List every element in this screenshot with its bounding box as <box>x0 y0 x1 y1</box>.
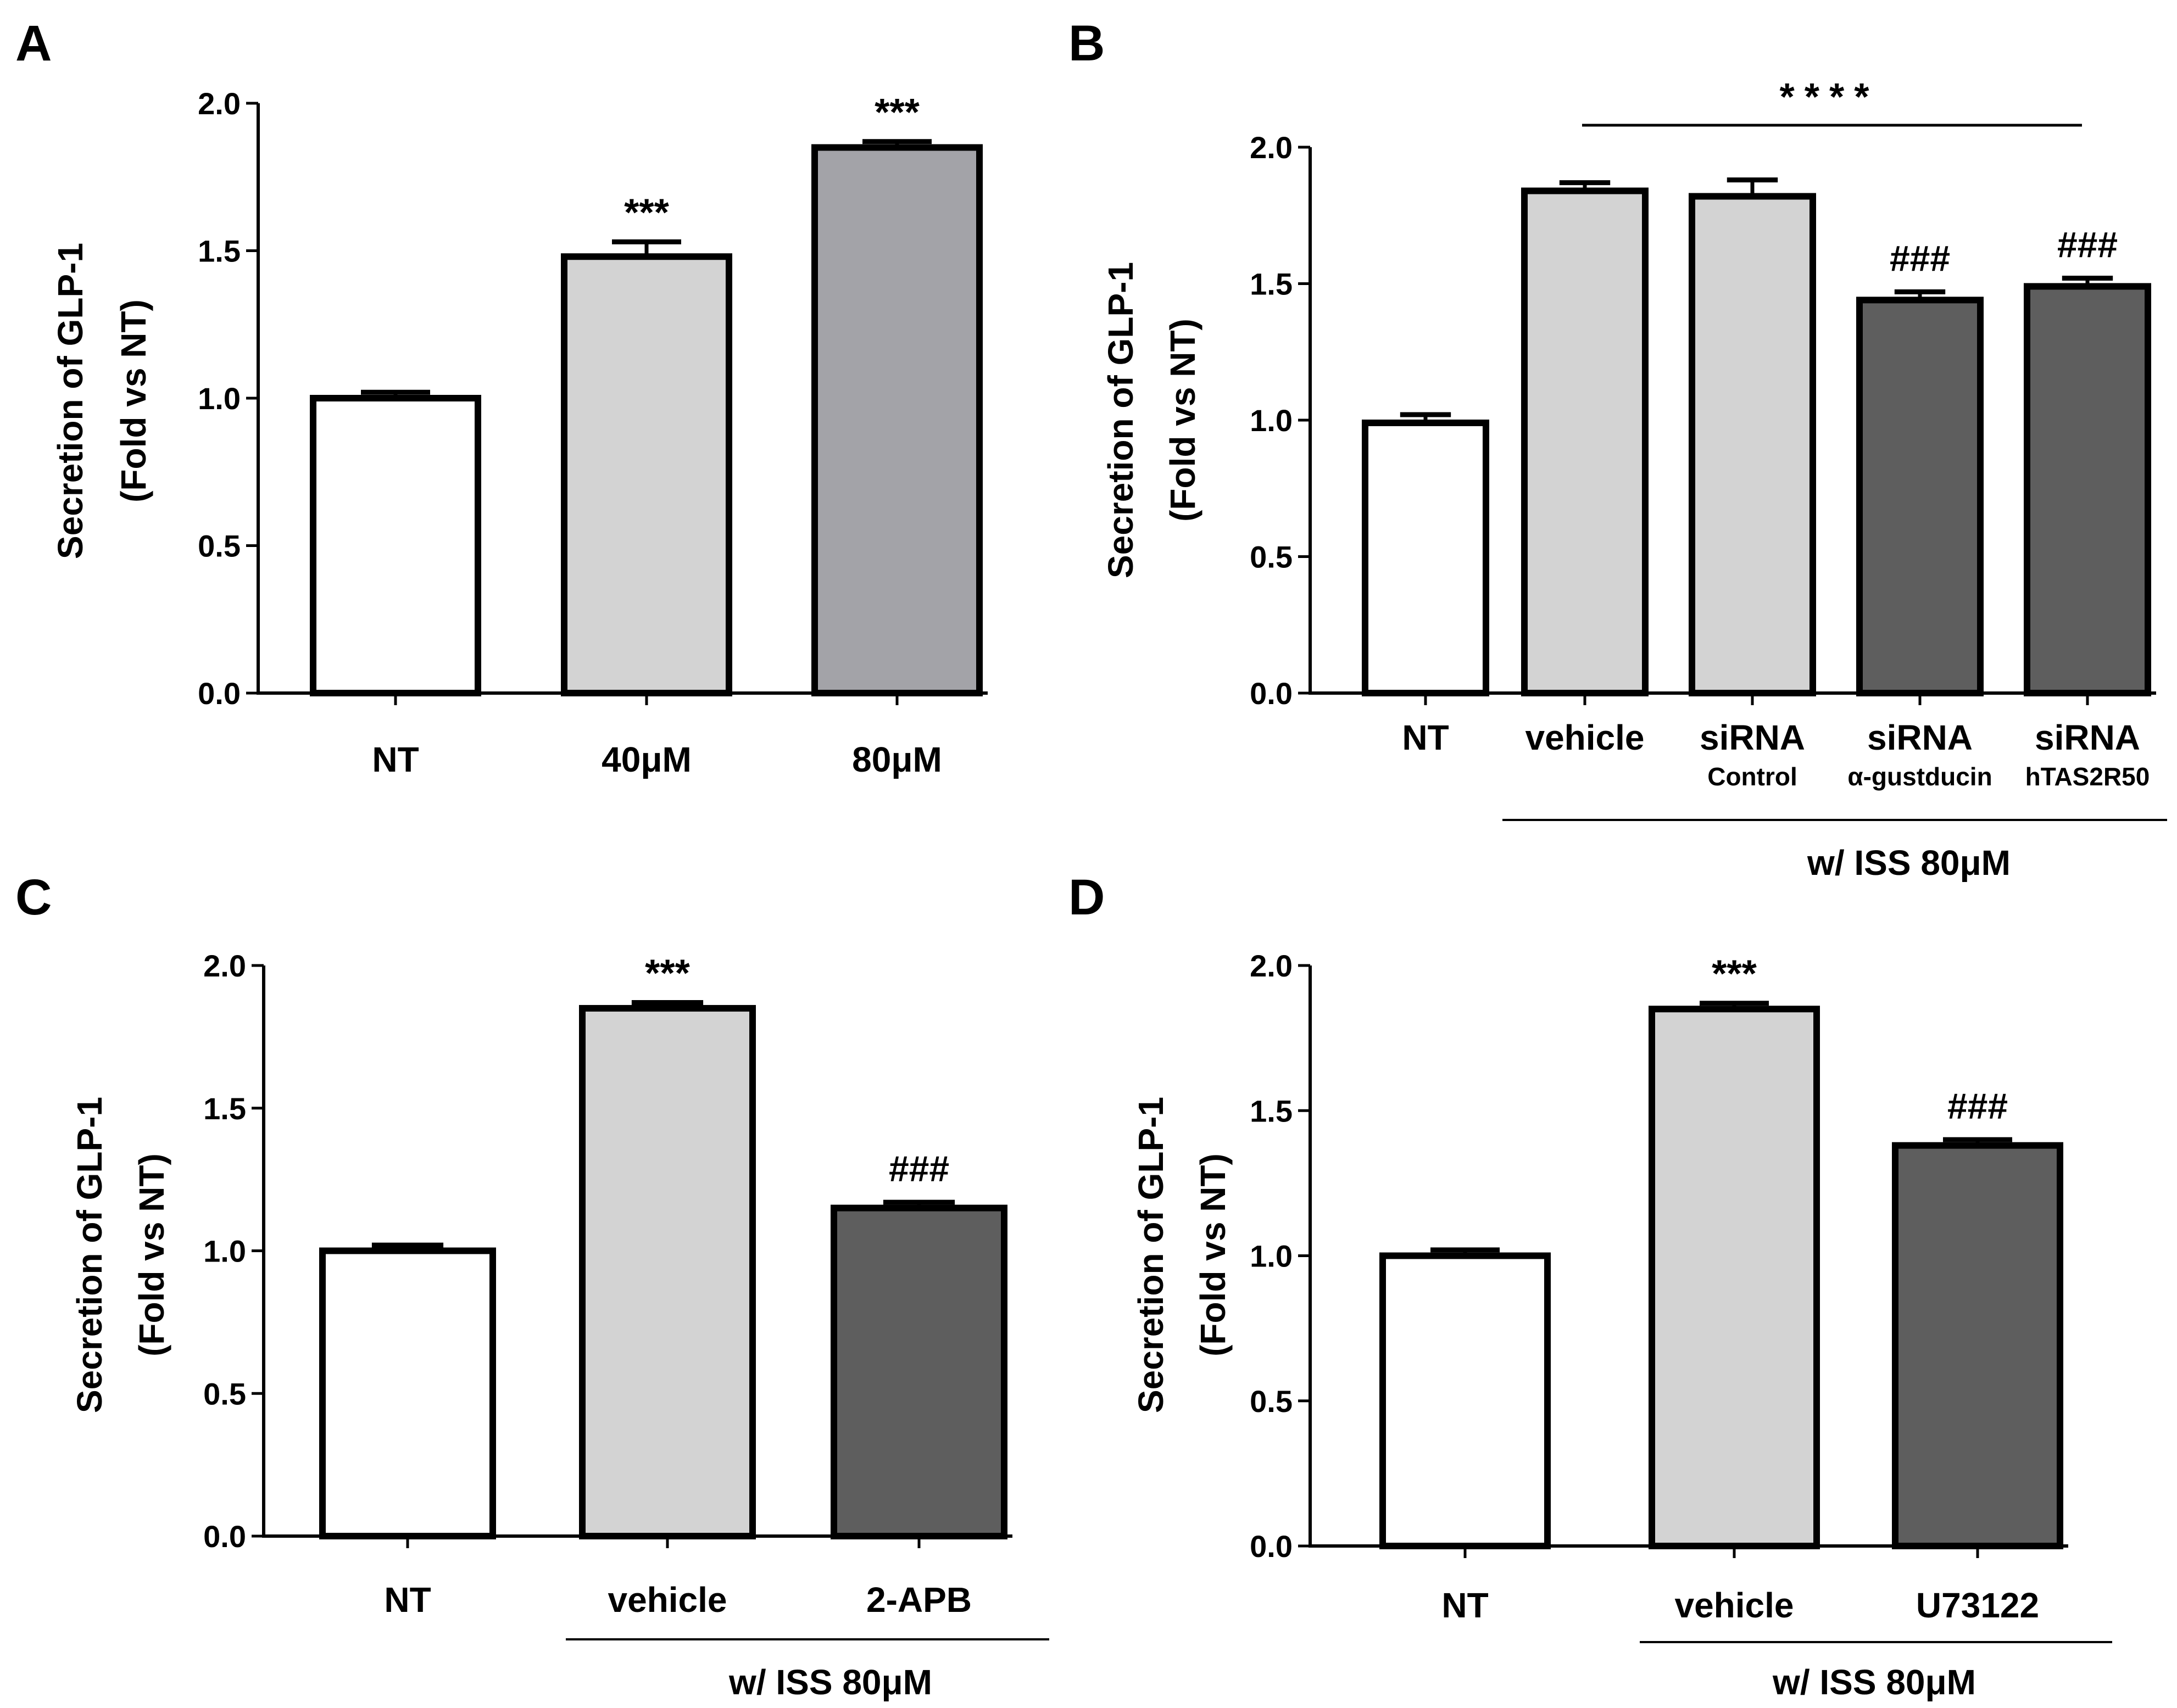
significance-stars: *** <box>624 191 669 233</box>
y-tick-label: 2.0 <box>1250 948 1293 983</box>
y-axis-label: Secretion of GLP-1 <box>1131 1097 1171 1413</box>
x-category-label: siRNA <box>1867 718 1973 757</box>
y-tick-label: 1.0 <box>198 381 241 416</box>
x-category-sublabel: α-gustducin <box>1847 762 1992 791</box>
bar <box>811 144 983 696</box>
panel-c: C Secretion of GLP-1 (Fold vs NT) 0.0 0.5 1.0… <box>15 869 1049 1702</box>
y-axis-label: Secretion of GLP-1 <box>1101 262 1140 578</box>
y-tick-label: 1.5 <box>1250 267 1293 302</box>
significance-hash: ### <box>1947 1086 2008 1126</box>
x-category-label: siRNA <box>1700 718 1805 757</box>
y-tick-label: 0.5 <box>1250 540 1293 574</box>
y-tick-label: 1.0 <box>1250 403 1293 438</box>
y-tick-label: 1.5 <box>203 1091 246 1126</box>
bar <box>319 1247 496 1539</box>
y-axis-label: Secretion of GLP-1 <box>70 1097 109 1413</box>
x-category-label: NT <box>1402 718 1449 757</box>
y-tick-label: 0.0 <box>1250 676 1293 711</box>
bar <box>1649 1006 1820 1549</box>
bar <box>579 1004 756 1540</box>
y-tick-label: 1.5 <box>1250 1093 1293 1128</box>
panel-label: D <box>1068 869 1105 925</box>
panel-label: B <box>1068 15 1105 71</box>
bar <box>2024 283 2151 696</box>
x-category-label: 2-APB <box>866 1580 972 1620</box>
x-category-label: siRNA <box>2035 718 2140 757</box>
bar <box>1379 1252 1551 1549</box>
bar <box>1892 1142 2063 1549</box>
x-category-label: vehicle <box>1525 718 1644 757</box>
y-axis-label: Secretion of GLP-1 <box>51 243 90 559</box>
x-category-label: vehicle <box>1674 1586 1794 1625</box>
y-tick-label: 1.0 <box>1250 1239 1293 1274</box>
bar <box>831 1204 1007 1539</box>
y-tick-label: 1.5 <box>198 234 241 269</box>
significance-stars: *** <box>875 91 920 133</box>
bar <box>1362 419 1489 696</box>
y-tick-label: 2.0 <box>198 86 241 121</box>
y-tick-label: 0.0 <box>198 676 241 711</box>
significance-hash: ### <box>1890 238 1950 278</box>
y-tick-label: 1.0 <box>203 1234 246 1269</box>
y-tick-label: 0.5 <box>1250 1384 1293 1419</box>
bar <box>1521 187 1649 696</box>
panel-label: C <box>15 869 52 925</box>
significance-stars: *** <box>645 952 690 995</box>
x-category-label: 40μM <box>602 740 692 779</box>
x-category-label: NT <box>384 1580 431 1620</box>
bar <box>1689 193 1816 696</box>
x-category-sublabel: Control <box>1707 762 1797 791</box>
bar <box>561 253 732 696</box>
y-axis-label-line2: (Fold vs NT) <box>132 1153 171 1357</box>
group-label: w/ ISS 80μM <box>1772 1662 1976 1702</box>
bar <box>310 395 481 696</box>
significance-stars: *** <box>1712 952 1757 995</box>
y-axis-label-line2: (Fold vs NT) <box>114 299 153 503</box>
y-tick-label: 0.0 <box>1250 1529 1293 1564</box>
x-category-label: U73122 <box>1916 1586 2039 1625</box>
significance-hash: ### <box>2057 225 2118 265</box>
bracket-stars: **** <box>1780 75 1879 118</box>
panel-d: D Secretion of GLP-1 (Fold vs NT) 0.0 0.5 1.0… <box>1068 869 2112 1702</box>
y-tick-label: 0.5 <box>203 1376 246 1411</box>
x-category-label: NT <box>372 740 419 779</box>
y-tick-label: 0.5 <box>198 529 241 563</box>
y-axis-label-line2: (Fold vs NT) <box>1193 1153 1233 1357</box>
y-tick-label: 2.0 <box>1250 130 1293 165</box>
panel-b: B Secretion of GLP-1 (Fold vs NT) 0.0 0.5 1.0… <box>1068 15 2167 883</box>
x-category-label: vehicle <box>608 1580 727 1620</box>
significance-hash: ### <box>889 1148 949 1189</box>
x-category-label: NT <box>1441 1586 1488 1625</box>
x-category-sublabel: hTAS2R50 <box>2025 762 2150 791</box>
x-category-label: 80μM <box>852 740 942 779</box>
y-tick-label: 0.0 <box>203 1519 246 1554</box>
y-tick-label: 2.0 <box>203 948 246 983</box>
panel-a: A Secretion of GLP-1 (Fold vs NT) 0.0 0.5 1.0… <box>15 15 988 779</box>
bar <box>1856 297 1984 696</box>
group-label: w/ ISS 80μM <box>1807 843 2011 883</box>
group-label: w/ ISS 80μM <box>728 1662 932 1702</box>
y-axis-label-line2: (Fold vs NT) <box>1163 319 1202 522</box>
panel-label: A <box>15 15 52 71</box>
